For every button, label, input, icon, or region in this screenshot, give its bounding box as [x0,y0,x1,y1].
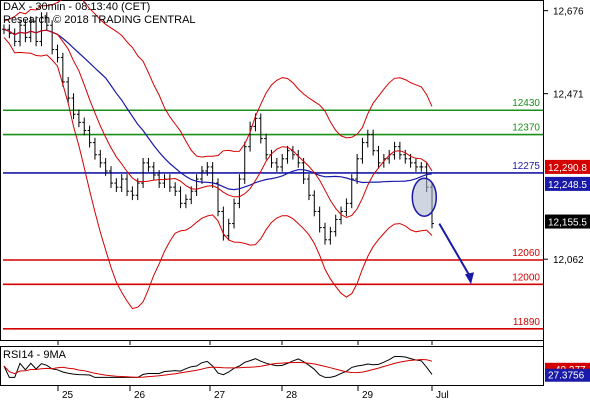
price-box-12,248.5 [545,176,590,191]
x-tick-label-28: 28 [286,390,298,400]
level-label-11890: 11890 [513,317,541,328]
y-tick-label: 12,062 [553,255,584,266]
bollinger-upper [3,0,433,158]
y-tick-label: 12,676 [553,7,584,18]
level-label-12370: 12370 [512,123,540,134]
price-box-12,155.5 [545,214,590,229]
price-box-label-12,290.8: 12,290.8 [548,163,587,174]
x-tick-label-27: 27 [214,390,226,400]
price-box-12,290.8 [545,159,590,174]
moving-average-blue [3,28,433,191]
rsi-ma-label: 27.3756 [548,371,585,382]
highlight-ellipse [411,177,438,218]
price-box-label-12,248.5: 12,248.5 [548,180,587,191]
rsi-label: RSI14 - 9MA [3,349,66,361]
level-label-12000: 12000 [512,272,540,283]
level-label-12430: 12430 [512,98,540,109]
chart-title: DAX - 30min - 08:13:40 (CET) [3,1,151,13]
level-label-12060: 12060 [512,248,540,259]
y-tick-label: 12,471 [553,90,584,101]
x-tick-label-Jul: Jul [436,390,449,400]
target-arrow-head [465,272,474,285]
chart-subtitle: Research © 2018 TRADING CENTRAL [3,14,196,26]
moving-average-red [3,28,433,219]
target-arrow [438,223,472,279]
price-panel-frame [0,0,544,341]
price-box-label-12,155.5: 12,155.5 [548,218,587,229]
level-label-12275: 12275 [512,161,540,172]
rsi-line [3,356,433,378]
rsi-ma-line [3,358,433,378]
rsi-panel-frame [0,346,544,386]
bollinger-lower [3,37,433,310]
rsi-ma-box [545,368,590,382]
x-tick-label-25: 25 [62,390,74,400]
x-tick-label-29: 29 [362,390,374,400]
x-tick-label-26: 26 [134,390,146,400]
